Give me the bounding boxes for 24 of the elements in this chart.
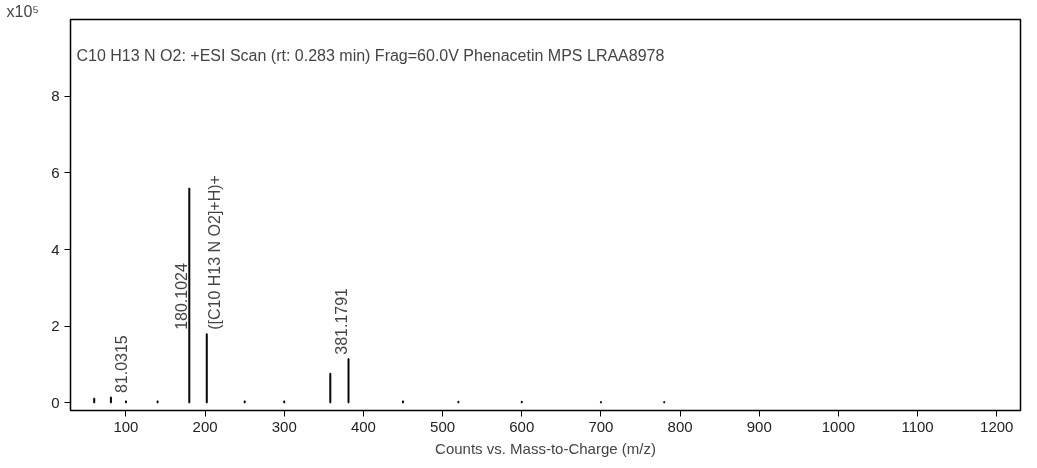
y-tick-label: 6 — [51, 163, 60, 181]
x-tick-label: 1000 — [821, 417, 856, 435]
x-tick-label: 1200 — [980, 417, 1014, 435]
x-tick-label: 400 — [350, 417, 376, 435]
y-tick-label: 4 — [51, 240, 60, 258]
annotation: 81.0315 — [112, 335, 130, 394]
annotation: 180.1024 — [173, 263, 191, 330]
text: C10 H13 N O2: +ESI Scan (rt: 0.283 min) Frag=60.0V Phenacetin MPS LRAA8978 — [76, 46, 665, 64]
x-tick-label: 200 — [192, 417, 218, 435]
x-tick-label: 500 — [430, 417, 456, 435]
y-tick-label: 0 — [51, 393, 60, 411]
y-tick-label: 8 — [51, 87, 60, 105]
x-tick-label: 800 — [667, 417, 693, 435]
annotation: ([C10 H13 N O2]+H)+ — [205, 175, 223, 330]
annotation: 381.1791 — [332, 287, 350, 355]
x-tick-label: 700 — [588, 417, 614, 435]
x-tick-label: 100 — [113, 417, 139, 435]
y-tick-label: 2 — [51, 317, 60, 335]
x-tick-label: 300 — [271, 417, 297, 435]
x-tick-label: 600 — [509, 417, 535, 435]
x-tick-label: 900 — [746, 417, 772, 435]
y-axis-title: x10⁵ — [6, 2, 39, 20]
x-tick-label: 1100 — [901, 417, 934, 435]
x-axis-title: Counts vs. Mass-to-Charge (m/z) — [435, 439, 656, 457]
